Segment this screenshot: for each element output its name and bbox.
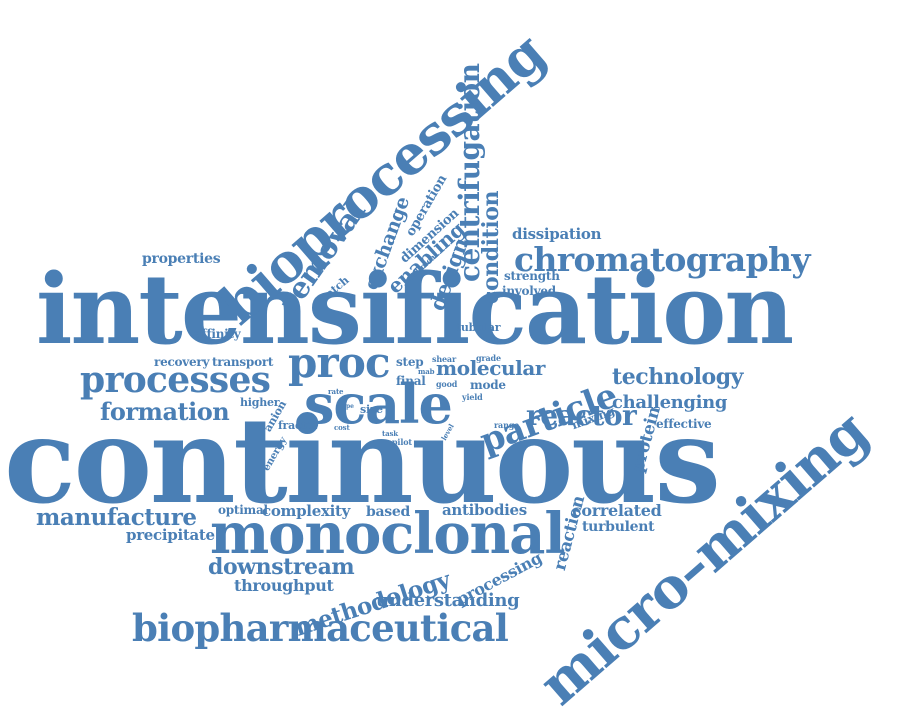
word-shear: shear (432, 354, 457, 364)
word-good: good (436, 379, 458, 389)
word-antibodies: antibodies (442, 501, 527, 519)
word-recovery: recovery (154, 355, 210, 369)
word-final: final (396, 374, 426, 388)
word-monoclonal: monoclonal (210, 501, 566, 567)
word-intensification: intensification (36, 253, 794, 366)
word-type: type (340, 403, 354, 410)
word-rate: rate (328, 387, 344, 396)
word-cost: cost (334, 423, 350, 432)
word-cloud: continuous intensification bioprocessing… (4, 21, 880, 718)
word-mab: mab (418, 367, 435, 376)
word-molecular: molecular (436, 356, 546, 380)
word-pilot: pilot (392, 437, 412, 447)
word-understanding: understanding (376, 590, 520, 611)
word-dissipation: dissipation (512, 225, 602, 243)
word-task: task (382, 429, 399, 438)
word-condition: condition (478, 190, 504, 304)
word-reactor: reactor (526, 399, 637, 432)
word-chromatography: chromatography (514, 240, 811, 279)
word-strength: strength (504, 269, 560, 283)
word-transport: transport (212, 355, 274, 369)
word-yield: yield (462, 392, 483, 402)
word-manufacture: manufacture (36, 504, 197, 531)
word-effective: effective (656, 417, 712, 431)
word-biopharmaceutical: biopharmaceutical (132, 606, 509, 650)
word-proc: proc (288, 338, 391, 387)
word-fractal: fractal (278, 419, 318, 432)
word-mode: mode (470, 378, 506, 392)
word-correlated: correlated (572, 501, 662, 520)
word-grade: grade (476, 353, 501, 363)
word-based: based (366, 504, 411, 520)
word-throughput: throughput (234, 576, 334, 595)
word-tubular: tubular (456, 321, 501, 334)
word-precipitate: precipitate (126, 526, 215, 544)
word-formation: formation (100, 397, 230, 426)
word-downstream: downstream (208, 554, 355, 580)
word-step: step (396, 355, 424, 369)
word-involved: involved (502, 284, 556, 298)
word-complexity: complexity (262, 502, 351, 520)
word-turbulent: turbulent (582, 519, 655, 535)
word-optimal: optimal (218, 503, 268, 517)
word-processes: processes (80, 359, 271, 401)
word-properties: properties (142, 251, 221, 267)
word-range: range (494, 420, 520, 430)
word-continuous: continuous (4, 391, 721, 530)
word-higher: higher (240, 396, 280, 409)
word-technology: technology (612, 364, 744, 390)
word-scale: scale (304, 372, 453, 436)
word-affinity: affinity (194, 327, 241, 341)
word-challenging: challenging (612, 392, 728, 413)
word-size: size (360, 403, 383, 416)
